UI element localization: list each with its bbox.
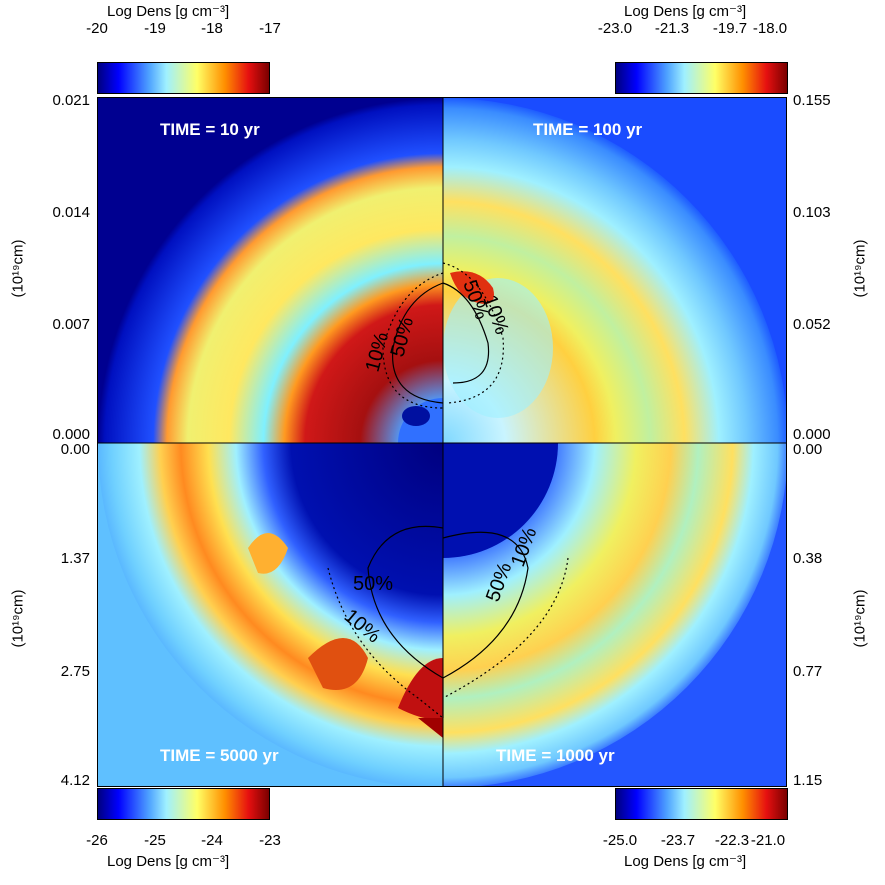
time-label-top-right: TIME = 100 yr [533, 120, 643, 139]
quadrant-top-left [98, 98, 443, 443]
colorbar-tick: -20 [86, 20, 108, 37]
quadrant-bottom-right [443, 443, 786, 786]
blob [402, 406, 430, 426]
y-tick-left: 0.014 [52, 204, 90, 221]
colorbar-title-bottom-right: Log Dens [g cm⁻³] [624, 853, 747, 870]
contour-label: 50% [353, 573, 393, 595]
y-tick-left: 0.007 [52, 316, 90, 333]
colorbar-tick: -23.7 [660, 832, 696, 849]
y-axis-label-left-bottom: (10¹⁹cm) [9, 589, 27, 648]
colorbar-tick: -25.0 [602, 832, 638, 849]
time-label-top-left: TIME = 10 yr [160, 120, 260, 139]
colorbar-tick: -23.0 [597, 20, 633, 37]
colorbar-bottom-left [97, 788, 270, 820]
colorbar-tick: -22.3 [714, 832, 750, 849]
y-tick-right: 0.00 [793, 441, 823, 458]
colorbar-tick: -21.3 [654, 20, 690, 37]
colorbar-bottom-right [615, 788, 788, 820]
y-tick-right: 0.155 [793, 92, 831, 109]
y-tick-left: 0.021 [52, 92, 90, 109]
colorbar-tick: -19 [144, 20, 166, 37]
y-tick-right: 0.38 [793, 550, 823, 567]
colorbar-tick: -25 [144, 832, 166, 849]
y-axis-label-right-bottom: (10¹⁹cm) [851, 589, 869, 648]
y-tick-right: 0.103 [793, 204, 831, 221]
blob [443, 278, 553, 418]
y-tick-left: 0.000 [52, 426, 90, 443]
colorbar-title-bottom-left: Log Dens [g cm⁻³] [107, 853, 230, 870]
y-tick-left: 0.00 [60, 441, 90, 458]
colorbar-tick: -24 [201, 832, 223, 849]
y-tick-left: 4.12 [60, 772, 90, 789]
quadrant-bottom-left [98, 443, 443, 786]
density-plot: 10% 50% 50% 10% 50% 10% 50% 10% TIME = 1… [97, 97, 787, 787]
y-axis-label-right-top: (10¹⁹cm) [851, 239, 869, 298]
contour-lines [327, 262, 569, 719]
colorbar-top-left [97, 62, 270, 94]
y-tick-right: 0.000 [793, 426, 831, 443]
colorbar-tick: -17 [259, 20, 281, 37]
colorbar-tick: -26 [86, 832, 108, 849]
time-label-bottom-right: TIME = 1000 yr [496, 746, 615, 765]
y-tick-left: 1.37 [60, 550, 90, 567]
y-tick-right: 0.77 [793, 663, 823, 680]
colorbar-tick: -23 [259, 832, 281, 849]
y-tick-left: 2.75 [60, 663, 90, 680]
inner-cavity-bottom-right [443, 443, 558, 558]
instability-fingers [248, 533, 443, 738]
time-label-bottom-left: TIME = 5000 yr [160, 746, 279, 765]
colorbar-title-top-right: Log Dens [g cm⁻³] [624, 3, 747, 20]
colorbar-tick: -19.7 [712, 20, 748, 37]
colorbar-top-right [615, 62, 788, 94]
colorbar-title-top-left: Log Dens [g cm⁻³] [107, 3, 230, 20]
y-tick-right: 1.15 [793, 772, 823, 789]
density-map: 10% 50% 50% 10% 50% 10% 50% 10% [98, 98, 786, 786]
y-axis-label-left-top: (10¹⁹cm) [9, 239, 27, 298]
colorbar-tick: -21.0 [750, 832, 786, 849]
colorbar-tick: -18.0 [752, 20, 788, 37]
y-tick-right: 0.052 [793, 316, 831, 333]
blob [450, 271, 494, 304]
colorbar-tick: -18 [201, 20, 223, 37]
